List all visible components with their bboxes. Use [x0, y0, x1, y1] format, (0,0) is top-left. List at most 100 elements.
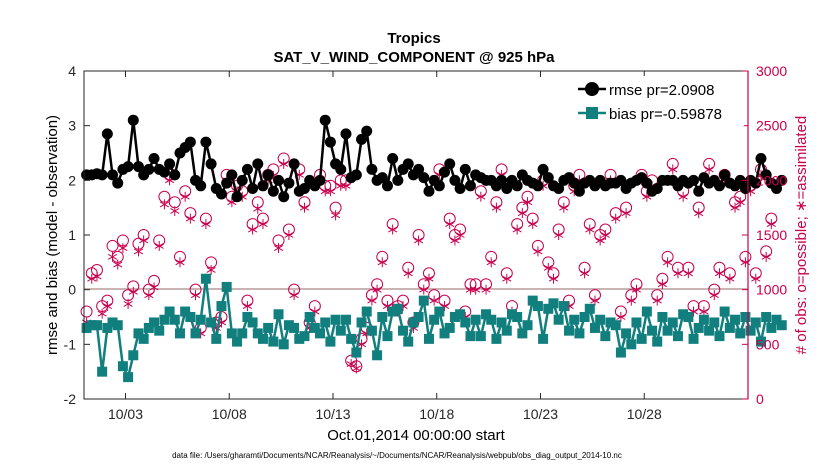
obs-assimilated-marker	[528, 219, 538, 230]
rmse-point	[553, 183, 565, 195]
obs-assimilated-stroke	[725, 275, 735, 282]
obs-assimilated-marker	[657, 279, 667, 290]
bias-point	[159, 314, 170, 325]
bias-point	[667, 317, 678, 328]
bias-point	[273, 309, 284, 320]
bias-point	[423, 333, 434, 344]
y-left-tick-label: 1	[68, 227, 76, 243]
obs-assimilated-stroke	[704, 166, 714, 173]
obs-assimilated-marker	[626, 295, 636, 306]
rmse-point	[205, 158, 217, 170]
obs-assimilated-stroke	[201, 221, 211, 227]
y-right-tick-label: 3000	[756, 63, 787, 79]
obs-assimilated-stroke	[751, 275, 761, 282]
bias-point	[491, 333, 502, 344]
bias-point	[709, 317, 720, 328]
rmse-point	[127, 114, 139, 126]
obs-assimilated-stroke	[543, 264, 553, 271]
obs-assimilated-stroke	[170, 208, 180, 214]
rmse-point	[693, 185, 705, 197]
rmse-point	[464, 180, 476, 192]
obs-assimilated-stroke	[429, 297, 439, 304]
bias-point	[750, 317, 761, 328]
x-tick-label: 10/03	[108, 406, 143, 422]
obs-assimilated-marker	[476, 191, 486, 202]
bias-point	[247, 317, 258, 328]
bias-point	[678, 309, 689, 320]
obs-assimilated-stroke	[611, 215, 621, 222]
bias-point	[180, 306, 191, 317]
bias-point	[361, 306, 372, 317]
bias-point	[382, 331, 393, 342]
bias-point	[387, 306, 398, 317]
obs-assimilated-marker	[87, 273, 97, 284]
rmse-point	[750, 177, 762, 189]
obs-assimilated-stroke	[206, 267, 216, 273]
legend-rmse-marker	[585, 82, 599, 96]
obs-assimilated-marker	[730, 202, 740, 213]
bias-point	[97, 366, 108, 377]
obs-assimilated-marker	[668, 164, 678, 175]
obs-assimilated-marker	[273, 243, 284, 254]
y-left-tick-label: 0	[68, 282, 76, 298]
obs-assimilated-stroke	[694, 210, 704, 217]
bias-point	[522, 320, 533, 331]
obs-assimilated-marker	[190, 290, 201, 301]
obs-assimilated-stroke	[253, 205, 263, 212]
obs-assimilated-stroke	[590, 297, 600, 304]
obs-assimilated-marker	[725, 273, 735, 284]
obs-assimilated-stroke	[533, 248, 543, 255]
bias-point	[704, 325, 715, 336]
rmse-point	[231, 191, 243, 203]
rmse-point	[288, 158, 300, 170]
obs-assimilated-stroke	[367, 297, 377, 304]
bias-point	[392, 303, 403, 314]
obs-assimilated-stroke	[668, 166, 678, 173]
y-left-tick-label: 3	[68, 118, 76, 134]
obs-assimilated-marker	[694, 208, 704, 219]
rmse-point	[713, 180, 725, 192]
rmse-point	[771, 183, 783, 195]
bias-point	[688, 333, 699, 344]
bias-point	[564, 325, 575, 336]
rmse-point	[454, 183, 466, 195]
obs-assimilated-marker	[289, 290, 299, 301]
bias-point	[647, 325, 658, 336]
obs-assimilated-stroke	[663, 259, 673, 266]
bias-point	[735, 328, 746, 339]
obs-assimilated-stroke	[450, 237, 460, 244]
obs-assimilated-marker	[377, 257, 387, 268]
bias-point	[512, 312, 523, 322]
x-tick-label: 10/13	[315, 406, 350, 422]
rmse-point	[688, 174, 700, 186]
obs-assimilated-stroke	[190, 292, 201, 299]
rmse-point	[776, 174, 788, 186]
obs-assimilated-stroke	[683, 270, 693, 277]
obs-assimilated-marker	[704, 164, 714, 175]
bias-point	[429, 314, 440, 325]
rmse-point	[221, 177, 233, 189]
obs-assimilated-stroke	[673, 270, 683, 277]
bias-point	[190, 328, 201, 339]
obs-assimilated-stroke	[341, 182, 351, 189]
bias-point	[527, 295, 538, 306]
rmse-point	[734, 174, 746, 186]
obs-assimilated-marker	[258, 219, 268, 230]
bias-point	[102, 322, 113, 333]
bias-point	[403, 336, 414, 347]
obs-assimilated-marker	[751, 273, 761, 284]
bias-point	[86, 320, 97, 331]
legend-bias-label: bias pr=-0.59878	[609, 106, 722, 123]
bias-point	[641, 306, 652, 317]
obs-assimilated-stroke	[258, 221, 268, 227]
bias-point	[532, 301, 543, 312]
bias-point	[719, 306, 730, 317]
bias-point	[398, 325, 409, 336]
obs-possible-marker	[80, 305, 93, 318]
obs-assimilated-stroke	[123, 300, 133, 307]
obs-assimilated-marker	[123, 298, 133, 309]
bias-point	[257, 333, 268, 344]
obs-assimilated-stroke	[522, 199, 533, 206]
obs-assimilated-marker	[128, 286, 138, 297]
rmse-point	[356, 133, 368, 145]
